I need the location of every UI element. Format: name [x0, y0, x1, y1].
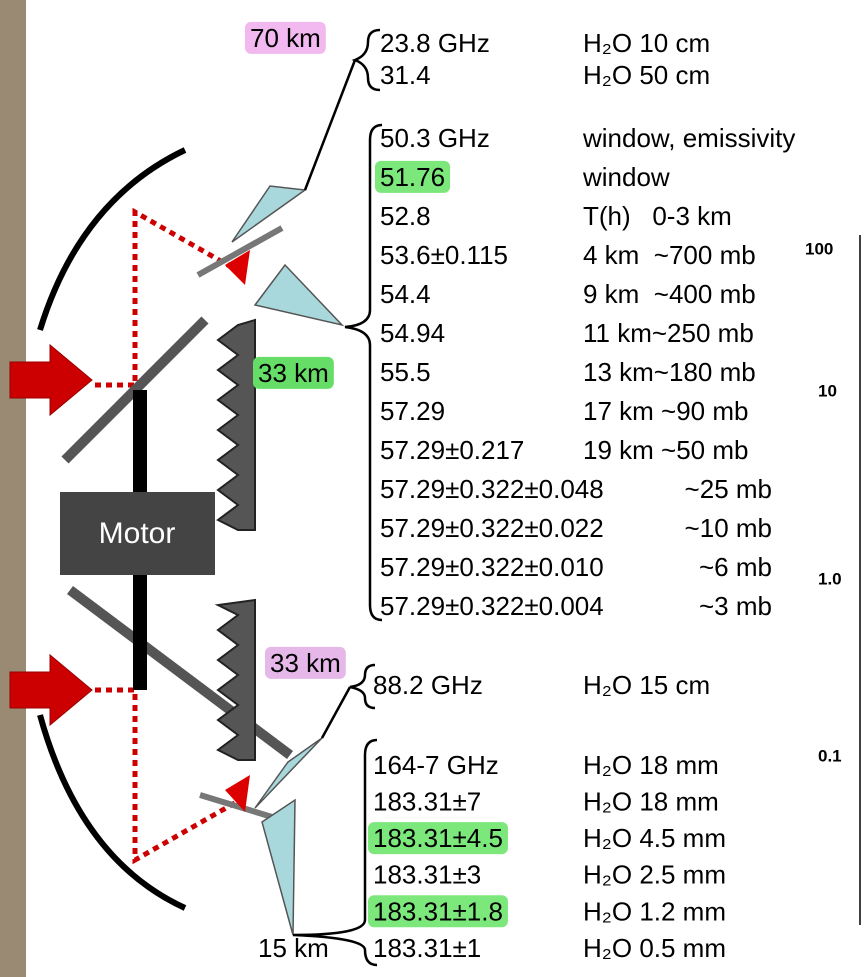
axis-label: 10 — [818, 381, 837, 400]
mirror — [70, 590, 290, 755]
photo-edge — [0, 0, 26, 977]
reflector — [40, 715, 185, 908]
description: H₂O 2.5 mm — [583, 860, 726, 890]
description: 11 km~250 mb — [583, 318, 754, 348]
frequency: 54.94 — [380, 318, 445, 348]
frequency: 183.31±1.8 — [373, 896, 503, 926]
description: ~3 mb — [699, 591, 772, 621]
description: H₂O 4.5 mm — [583, 823, 726, 853]
frequency: 51.76 — [380, 162, 445, 192]
motor-label: Motor — [99, 517, 176, 550]
description: 19 km ~50 mb — [583, 435, 748, 465]
frequency: 183.31±4.5 — [373, 823, 503, 853]
description: window — [582, 162, 670, 192]
description: H₂O 18 mm — [583, 786, 719, 816]
height-label: 33 km — [270, 648, 341, 678]
frequency: 31.4 — [380, 60, 431, 90]
frequency: 57.29±0.322±0.048 — [380, 474, 604, 504]
feed-cone — [232, 186, 342, 935]
description: H₂O 50 cm — [583, 60, 710, 90]
frequency: 52.8 — [380, 201, 431, 231]
horn — [218, 320, 255, 760]
frequency: 57.29 — [380, 396, 445, 426]
frequency: 183.31±1 — [373, 933, 481, 963]
description: 9 km ~400 mb — [583, 279, 756, 309]
frequency: 183.31±3 — [373, 860, 481, 890]
frequency: 50.3 GHz — [380, 123, 490, 153]
frequency: 164-7 GHz — [373, 750, 499, 780]
description: 4 km ~700 mb — [583, 240, 756, 270]
description: H₂O 18 mm — [583, 750, 719, 780]
frequency: 57.29±0.322±0.022 — [380, 513, 604, 543]
description: H₂O 15 cm — [583, 670, 710, 700]
frequency: 23.8 GHz — [380, 28, 490, 58]
frequency: 57.29±0.322±0.010 — [380, 552, 604, 582]
frequency: 88.2 GHz — [373, 670, 483, 700]
diagram: 70 km 33 km 33 km 15 km Motor 23.8 GHz H₂O 10 … — [0, 0, 866, 977]
frequency: 57.29±0.217 — [380, 435, 524, 465]
description: H₂O 10 cm — [583, 28, 710, 58]
description: H₂O 1.2 mm — [583, 896, 726, 926]
description: ~6 mb — [699, 552, 772, 582]
frequency: 183.31±7 — [373, 786, 481, 816]
description: H₂O 0.5 mm — [583, 933, 726, 963]
axis-label: 100 — [805, 239, 833, 258]
frequency: 57.29±0.322±0.004 — [380, 591, 604, 621]
description: 17 km ~90 mb — [583, 396, 748, 426]
description: ~10 mb — [685, 513, 772, 543]
axis-label: 1.0 — [818, 569, 842, 588]
frequency: 53.6±0.115 — [380, 240, 508, 270]
height-label: 33 km — [258, 358, 329, 388]
description: T(h) 0-3 km — [583, 201, 732, 231]
description: 13 km~180 mb — [583, 357, 756, 387]
frequency: 55.5 — [380, 357, 431, 387]
reflector — [40, 150, 185, 330]
height-label: 15 km — [258, 933, 329, 963]
axis-label: 0.1 — [818, 746, 842, 765]
height-label: 70 km — [250, 23, 321, 53]
frequency: 54.4 — [380, 279, 431, 309]
description: window, emissivity — [582, 123, 795, 153]
brace — [293, 30, 382, 965]
description: ~25 mb — [685, 474, 772, 504]
